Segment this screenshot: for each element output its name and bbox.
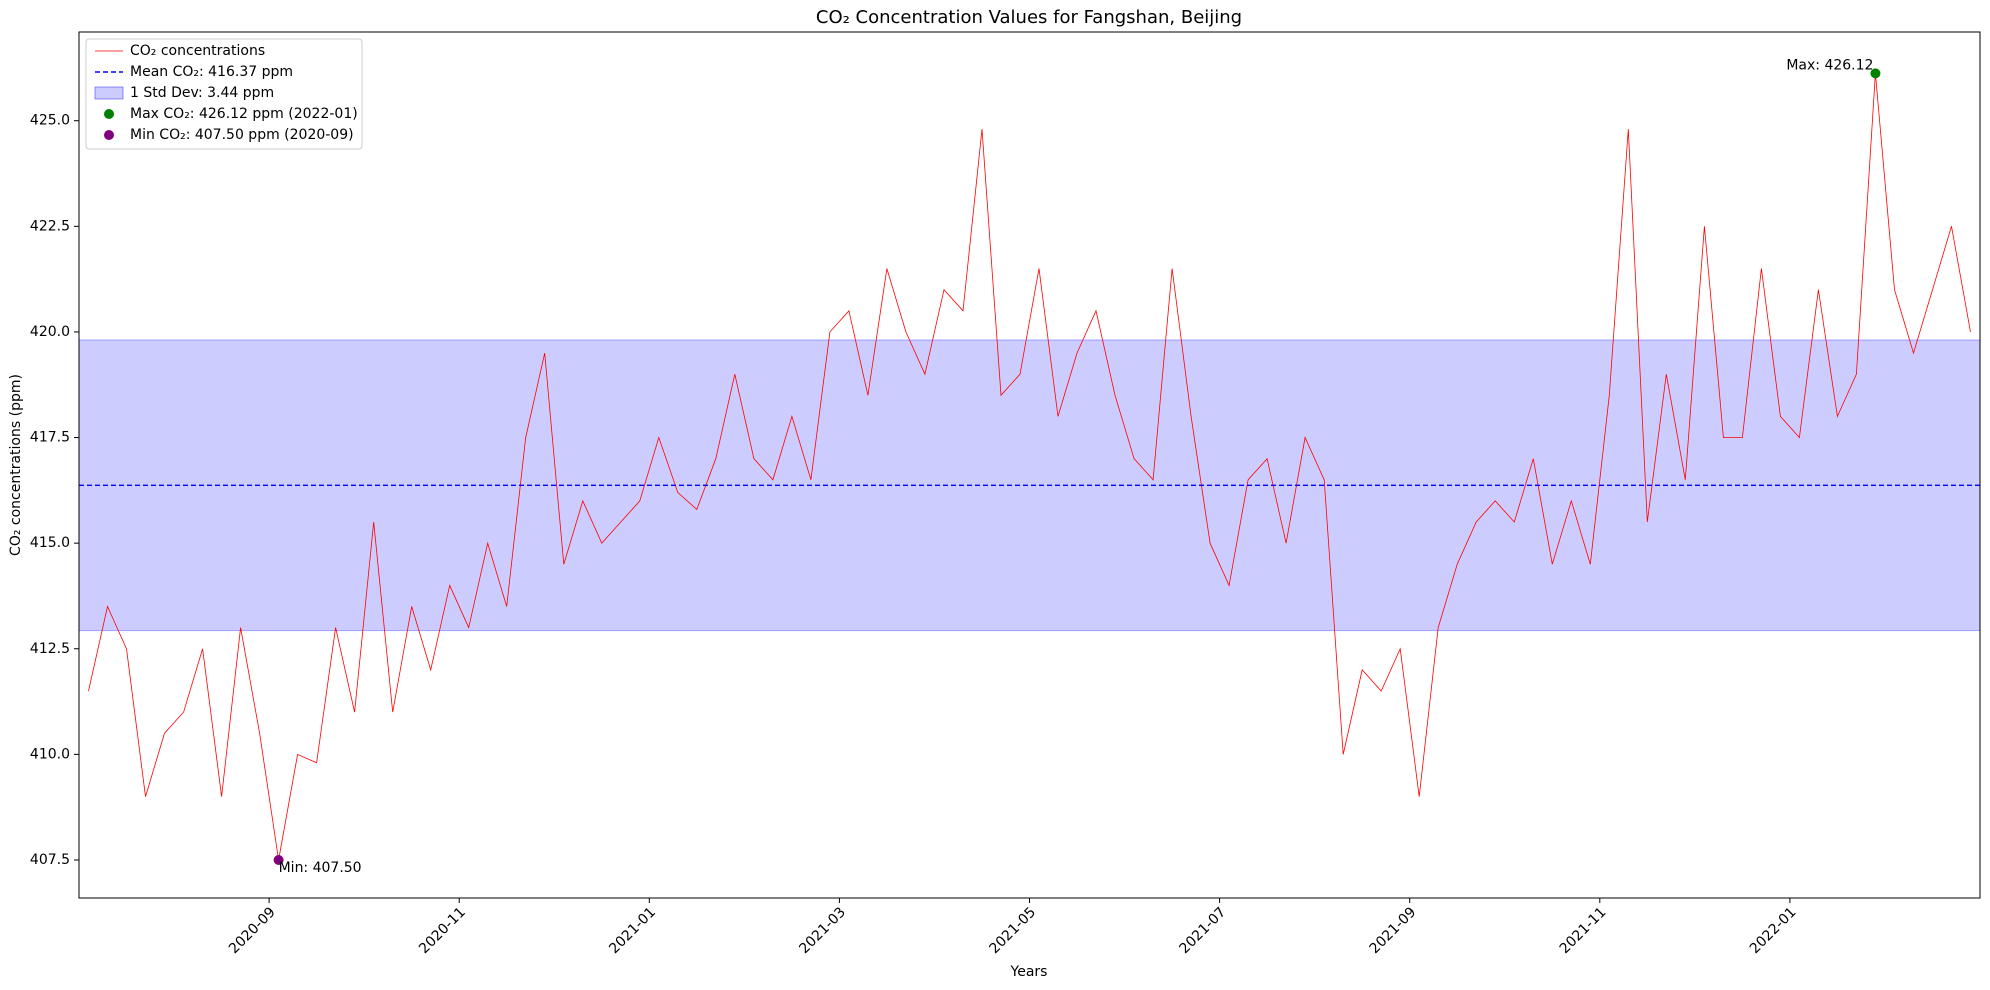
x-tick-label: 2021-11	[1557, 904, 1610, 957]
x-axis-label: Years	[1010, 964, 1048, 980]
legend-box	[85, 38, 363, 150]
legend-label: Max CO₂: 426.12 ppm (2022-01)	[130, 106, 358, 122]
min-point	[273, 854, 284, 865]
x-tick-label: 2021-05	[986, 904, 1039, 957]
x-tick-label: 2020-09	[226, 904, 279, 957]
x-tick-label: 2020-11	[416, 904, 469, 957]
std-band	[78, 339, 1981, 632]
y-tick-label: 417.5	[30, 430, 70, 446]
y-axis-label: CO₂ concentrations (ppm)	[8, 374, 24, 556]
y-tick-label: 407.5	[30, 852, 70, 868]
legend-swatch	[104, 109, 114, 119]
max-annotation: Max: 426.12	[1786, 57, 1873, 73]
y-tick-label: 425.0	[30, 113, 70, 129]
y-tick-label: 422.5	[30, 218, 70, 234]
legend: CO₂ concentrations Mean CO₂: 416.37 ppm 1 …	[85, 38, 363, 150]
x-tick-label: 2021-09	[1367, 904, 1420, 957]
x-tick-label: 2021-07	[1177, 904, 1230, 957]
co2-line	[88, 73, 1971, 861]
y-tick-label: 420.0	[30, 324, 70, 340]
max-point	[1870, 68, 1881, 79]
y-tick-label: 415.0	[30, 535, 70, 551]
x-tick-label: 2021-01	[606, 904, 659, 957]
legend-label: 1 Std Dev: 3.44 ppm	[130, 85, 274, 101]
x-tick-label: 2021-03	[796, 904, 849, 957]
legend-label: Mean CO₂: 416.37 ppm	[130, 64, 293, 80]
min-annotation: Min: 407.50	[279, 860, 362, 876]
legend-swatch	[94, 86, 124, 100]
y-tick-label: 412.5	[30, 641, 70, 657]
legend-label: Min CO₂: 407.50 ppm (2020-09)	[130, 127, 354, 143]
legend-swatch	[104, 130, 114, 140]
y-tick-label: 410.0	[30, 746, 70, 762]
chart-title: CO₂ Concentration Values for Fangshan, B…	[816, 7, 1242, 28]
legend-label: CO₂ concentrations	[130, 43, 265, 59]
x-tick-label: 2022-01	[1747, 904, 1800, 957]
